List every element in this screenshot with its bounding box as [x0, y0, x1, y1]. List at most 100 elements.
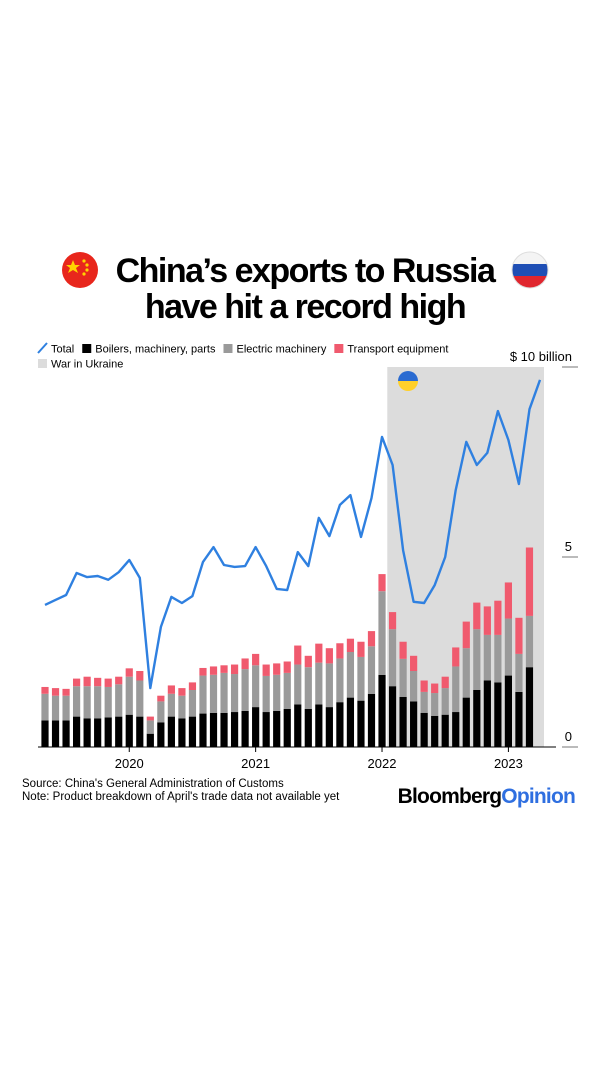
bar-segment: [504, 675, 513, 747]
bar-segment: [346, 638, 355, 652]
brand-bloomberg: Bloomberg: [398, 785, 502, 808]
bar-segment: [473, 602, 481, 630]
bar-segment: [388, 629, 397, 687]
bar-segment: [230, 674, 239, 713]
bar-segment: [220, 665, 228, 673]
bar-segment: [125, 714, 133, 747]
legend-swatch: [38, 359, 47, 368]
bar-segment: [494, 634, 502, 683]
bar-segment: [399, 658, 407, 697]
bar-segment: [388, 612, 397, 630]
bar-segment: [41, 693, 49, 721]
bar-segment: [51, 688, 60, 696]
bar-segment: [262, 675, 270, 713]
bar-segment: [188, 682, 197, 690]
bar-segment: [367, 693, 376, 747]
bar-segment: [146, 733, 154, 747]
bar-segment: [357, 700, 365, 747]
bar-segment: [167, 716, 175, 747]
bar-segment: [41, 686, 49, 694]
x-tick-label: 2022: [368, 756, 397, 771]
bar-segment: [336, 658, 344, 703]
bar-segment: [262, 712, 270, 747]
legend-swatch: [82, 344, 92, 353]
bar-segment: [41, 720, 49, 747]
bar-segment: [252, 707, 260, 747]
china-flag: [62, 252, 98, 288]
bar-segment: [410, 655, 418, 671]
bar-segment: [346, 652, 355, 698]
x-tick-label: 2023: [494, 756, 523, 771]
bar-segment: [125, 676, 133, 715]
bar-segment: [209, 712, 218, 747]
bar-segment: [199, 667, 207, 676]
bar-segment: [209, 674, 218, 713]
bar-segment: [483, 606, 491, 635]
bar-segment: [178, 688, 186, 696]
bar-segment: [157, 701, 165, 723]
bar-segment: [462, 648, 470, 698]
chart-title: China’s exports to Russia: [116, 252, 497, 290]
legend-label: War in Ukraine: [51, 359, 123, 371]
bar-segment: [146, 716, 154, 721]
bar-segment: [399, 696, 407, 747]
bar-segment: [157, 695, 165, 702]
bar-segment: [410, 671, 418, 702]
bar-segment: [62, 695, 70, 721]
bar-segment: [420, 691, 428, 713]
bar-segment: [367, 646, 376, 694]
legend-swatch: [334, 344, 344, 353]
bar-segment: [346, 697, 355, 747]
bar-segment: [410, 701, 418, 747]
ukraine-flag: [398, 371, 418, 391]
legend-swatch: [223, 344, 233, 353]
bar-segment: [136, 680, 144, 717]
bar-segment: [525, 667, 534, 747]
bar-segment: [62, 720, 70, 747]
brand: BloombergOpinion: [398, 785, 575, 808]
bar-segment: [431, 715, 439, 747]
y-tick-label: $ 10 billion: [510, 349, 572, 364]
bar-segment: [62, 688, 70, 696]
bar-segment: [262, 664, 270, 676]
line: [44, 379, 542, 690]
bar-segment: [304, 667, 312, 709]
legend-label: Transport equipment: [347, 344, 448, 356]
bar-segment: [399, 641, 407, 659]
bar-segment: [136, 716, 144, 747]
bar-segment: [462, 621, 470, 649]
bar-segment: [431, 693, 439, 716]
bar-segment: [72, 716, 81, 747]
bar-segment: [420, 712, 428, 747]
bar-segment: [515, 653, 523, 692]
bar-segment: [525, 547, 534, 616]
bar-segment: [388, 686, 397, 747]
bar-segment: [304, 655, 312, 668]
bar-segment: [325, 648, 333, 664]
bar-segment: [51, 695, 60, 721]
bar-segment: [494, 682, 502, 747]
bar-segment: [199, 713, 207, 747]
bar-segment: [230, 712, 239, 747]
bar-segment: [199, 675, 207, 714]
bar-segment: [104, 686, 112, 718]
bar-segment: [294, 645, 302, 665]
bar-segment: [494, 600, 502, 635]
bar-segment: [146, 720, 154, 734]
bar-segment: [283, 661, 291, 673]
bar-segment: [51, 720, 60, 747]
legend-line: [37, 342, 48, 354]
ukraine-flag-fill: [398, 371, 418, 391]
bar-segment: [283, 672, 291, 709]
bar-segment: [136, 671, 144, 681]
bar-segment: [220, 712, 228, 747]
bar-segment: [115, 676, 123, 685]
bar-segment: [283, 709, 291, 747]
bar-segment: [473, 629, 481, 690]
bar-segment: [273, 710, 281, 747]
bar-segment: [325, 663, 333, 708]
bar-segment: [72, 686, 81, 717]
bar-segment: [378, 574, 386, 592]
